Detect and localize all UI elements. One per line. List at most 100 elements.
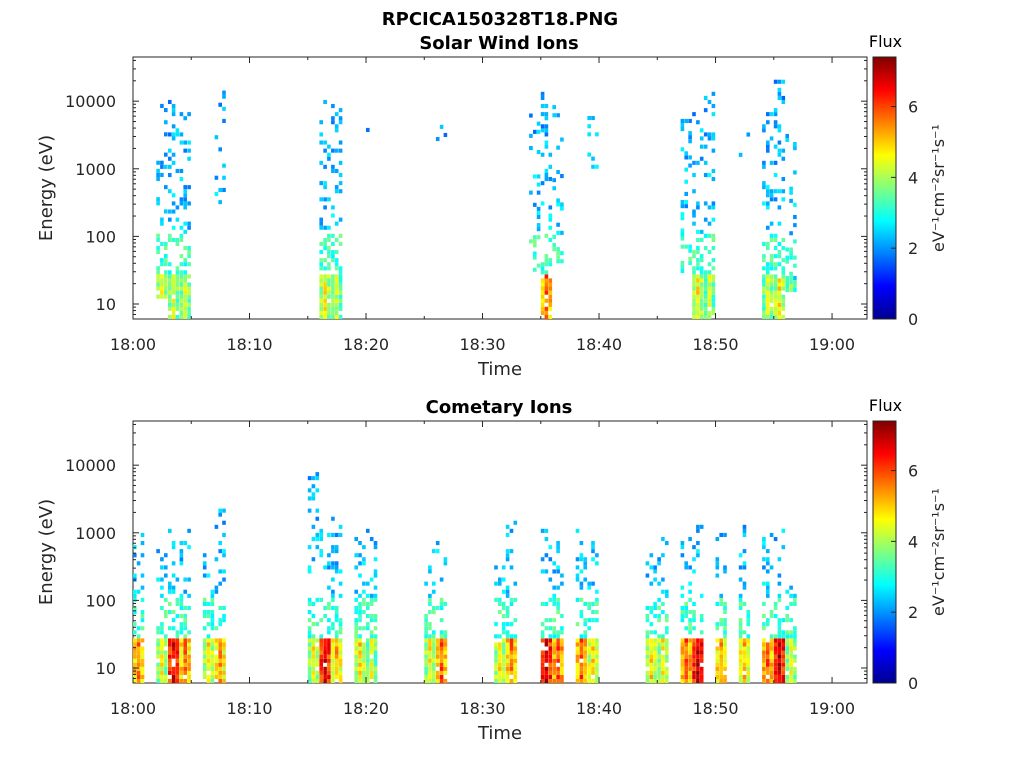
heatmap-cell <box>699 654 704 659</box>
heatmap-cell <box>179 553 184 558</box>
heatmap-cell <box>692 189 696 194</box>
heatmap-cell <box>711 294 716 299</box>
heatmap-cell <box>338 266 343 271</box>
heatmap-cell <box>680 228 685 233</box>
heatmap-cell <box>160 674 164 679</box>
heatmap-cell <box>334 666 339 671</box>
heatmap-cell <box>323 290 327 295</box>
heatmap-cell <box>777 634 782 639</box>
heatmap-cell <box>311 622 316 627</box>
heatmap-cell <box>579 553 584 558</box>
heatmap-cell <box>373 662 378 667</box>
heatmap-cell <box>439 601 444 606</box>
heatmap-cell <box>540 622 545 627</box>
heatmap-cell <box>723 622 727 627</box>
heatmap-cell <box>171 286 176 291</box>
heatmap-cell <box>218 187 222 192</box>
heatmap-cell <box>560 670 564 675</box>
heatmap-cell <box>591 610 595 615</box>
heatmap-cell <box>179 597 184 602</box>
heatmap-cell <box>692 278 696 283</box>
heatmap-cell <box>179 233 184 238</box>
heatmap-cell <box>319 274 323 279</box>
heatmap-cell <box>738 605 743 610</box>
heatmap-cell <box>536 210 541 215</box>
heatmap-cell <box>707 262 712 267</box>
heatmap-cell <box>680 618 685 623</box>
heatmap-cell <box>699 144 704 149</box>
heatmap-cell <box>498 678 502 683</box>
heatmap-cell <box>358 666 362 671</box>
heatmap-cell <box>703 233 708 238</box>
heatmap-cell <box>653 654 657 659</box>
heatmap-cell <box>645 618 650 623</box>
heatmap-cell <box>505 593 510 598</box>
heatmap-cell <box>140 658 145 663</box>
heatmap-cell <box>540 650 545 655</box>
heatmap-cell <box>505 557 510 562</box>
heatmap-cell <box>540 294 545 299</box>
heatmap-cell <box>773 189 778 194</box>
heatmap-cell <box>785 255 789 260</box>
heatmap-cell <box>665 678 669 683</box>
heatmap-cell <box>777 622 782 627</box>
heatmap-cell <box>785 654 789 659</box>
heatmap-cell <box>645 674 650 679</box>
heatmap-cell <box>160 241 164 246</box>
heatmap-cell <box>789 275 793 280</box>
heatmap-cell <box>715 626 720 631</box>
heatmap-cell <box>187 294 191 299</box>
heatmap-cell <box>711 104 716 109</box>
heatmap-cell <box>187 670 191 675</box>
heatmap-cell <box>338 630 343 635</box>
heatmap-cell <box>432 634 436 639</box>
colorbar-tick-label: 2 <box>908 239 918 258</box>
heatmap-cell <box>649 678 654 683</box>
heatmap-cell <box>179 274 184 279</box>
heatmap-cell <box>661 662 665 667</box>
heatmap-cell <box>319 132 323 137</box>
heatmap-cell <box>164 185 168 190</box>
heatmap-cell <box>179 168 184 173</box>
heatmap-cell <box>529 113 533 118</box>
heatmap-cell <box>583 638 587 643</box>
heatmap-cell <box>579 541 584 546</box>
heatmap-cell <box>595 164 599 169</box>
heatmap-cell <box>773 537 778 542</box>
heatmap-cell <box>661 666 665 671</box>
heatmap-cell <box>785 618 789 623</box>
heatmap-cell <box>649 674 654 679</box>
heatmap-cell <box>773 650 778 655</box>
heatmap-cell <box>777 254 782 259</box>
heatmap-cell <box>649 581 654 586</box>
heatmap-cell <box>715 537 720 542</box>
x-tick-label: 18:50 <box>692 699 738 718</box>
heatmap-cell <box>719 593 723 598</box>
heatmap-cell <box>424 581 428 586</box>
heatmap-cell <box>696 286 700 291</box>
heatmap-cell <box>777 314 782 319</box>
heatmap-cell <box>319 286 323 291</box>
heatmap-cell <box>785 658 789 663</box>
heatmap-cell <box>428 662 432 667</box>
heatmap-cell <box>505 553 510 558</box>
heatmap-cell <box>164 294 168 299</box>
heatmap-cell <box>766 189 770 194</box>
heatmap-cell <box>719 646 723 651</box>
heatmap-cell <box>665 646 669 651</box>
heatmap-cell <box>334 274 339 279</box>
heatmap-cell <box>556 666 560 671</box>
heatmap-cell <box>206 662 211 667</box>
heatmap-cell <box>140 650 145 655</box>
heatmap-cell <box>171 626 176 631</box>
heatmap-cell <box>369 670 374 675</box>
heatmap-cell <box>334 237 339 242</box>
heatmap-cell <box>338 642 343 647</box>
heatmap-cell <box>587 638 591 643</box>
heatmap-cell <box>171 201 176 206</box>
heatmap-cell <box>327 601 331 606</box>
heatmap-cell <box>369 597 374 602</box>
heatmap-cell <box>781 294 786 299</box>
heatmap-cell <box>202 638 207 643</box>
heatmap-cell <box>715 561 720 566</box>
